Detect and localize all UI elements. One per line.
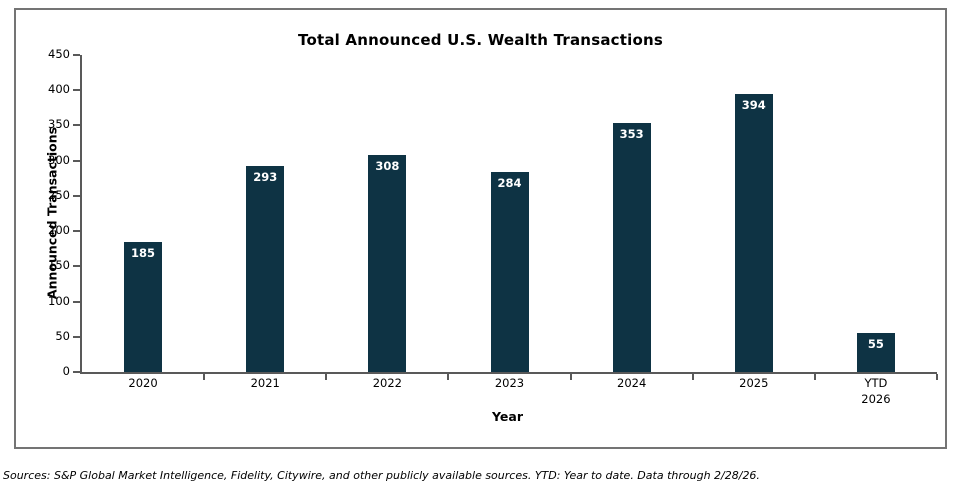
bar-value-label: 284: [497, 176, 522, 190]
bar: 394: [734, 94, 773, 372]
y-axis-tick-label: 400: [48, 82, 70, 97]
x-axis-category-label: 2021: [250, 376, 280, 390]
y-axis-tick-label: 250: [48, 187, 70, 202]
bar-value-label: 394: [741, 98, 766, 112]
bar-value-label: 353: [619, 127, 644, 141]
y-axis-tick-label: 300: [48, 152, 70, 167]
y-axis-tick-label: 350: [48, 117, 70, 132]
y-axis-tick-label: 200: [48, 223, 70, 238]
bar-value-label: 293: [253, 170, 278, 184]
y-axis-tick: [73, 124, 80, 127]
y-axis-tick: [73, 371, 80, 373]
source-note: Sources: S&P Global Market Intelligence,…: [3, 469, 760, 482]
y-axis-tick: [73, 194, 80, 197]
bar: 55: [856, 333, 895, 372]
x-axis-tick: [203, 374, 206, 380]
x-axis-title: Year: [492, 409, 523, 424]
y-axis-tick: [73, 230, 80, 233]
bar-value-label: 55: [867, 337, 884, 351]
y-axis-tick: [73, 335, 80, 338]
x-axis-tick: [691, 374, 694, 380]
x-axis-tick: [936, 374, 938, 380]
y-axis-tick: [73, 300, 80, 303]
x-axis-category-label: YTD 2026: [861, 376, 891, 406]
y-axis-tick: [73, 89, 80, 92]
bar-value-label: 185: [131, 246, 156, 260]
x-axis-category-label: 2023: [494, 376, 525, 390]
y-axis-tick-label: 100: [48, 293, 70, 308]
y-axis-tick: [73, 54, 80, 56]
x-axis-tick: [325, 374, 328, 380]
y-axis-tick-label: 50: [55, 328, 70, 343]
bar: 308: [368, 155, 407, 372]
x-axis-tick: [813, 374, 816, 380]
x-axis-tick: [569, 374, 572, 380]
bar: 284: [490, 172, 529, 372]
x-axis-category-label: 2025: [739, 376, 769, 390]
x-axis-category-label: 2020: [128, 376, 158, 390]
x-axis-category-label: 2024: [617, 376, 647, 390]
x-axis-tick: [447, 374, 450, 380]
y-axis-tick-label: 450: [48, 47, 70, 61]
plot-area: 0 50 100 150 200 250 300 350 400 450 185 2020 293 202…: [48, 47, 938, 406]
bar: 293: [246, 166, 285, 372]
chart-title: Total Announced U.S. Wealth Transactions: [298, 31, 663, 49]
y-axis-tick-label: 0: [62, 364, 70, 378]
y-axis-tick-label: 150: [48, 258, 70, 273]
y-axis-tick: [73, 265, 80, 268]
bar-value-label: 308: [375, 159, 400, 173]
chart-frame: Total Announced U.S. Wealth Transactions…: [14, 8, 947, 449]
y-axis-tick: [73, 159, 80, 162]
x-axis-category-label: 2022: [372, 376, 402, 390]
bar: 185: [124, 242, 163, 372]
bar: 353: [612, 123, 651, 372]
